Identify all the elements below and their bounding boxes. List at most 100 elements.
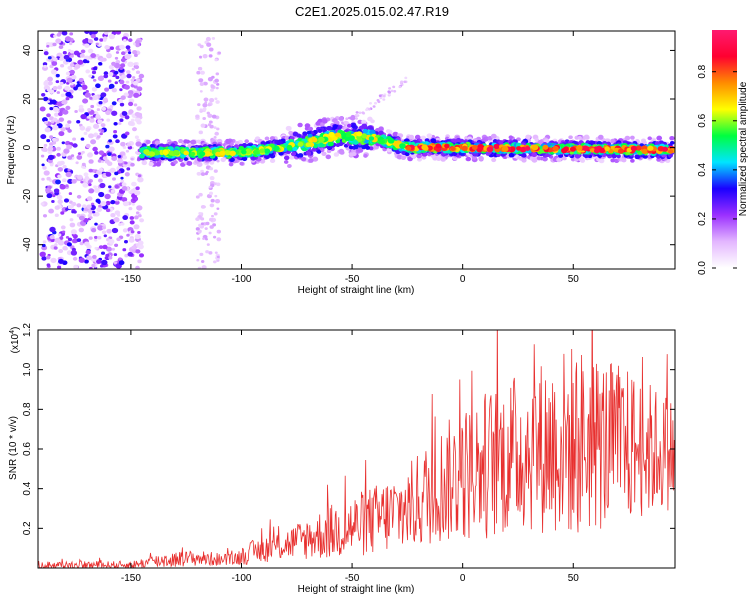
spectrogram-cell xyxy=(39,251,46,257)
spectrogram-cell xyxy=(127,251,134,257)
spectrogram-cell xyxy=(207,113,213,118)
spectrogram-cell xyxy=(200,172,206,176)
spectrogram-cell xyxy=(393,90,397,93)
spectrogram-cell xyxy=(110,189,115,193)
spectrogram-cell xyxy=(220,157,226,163)
spectrogram-cell xyxy=(98,191,105,198)
spectrogram-cell xyxy=(40,154,45,158)
spectrogram-cell xyxy=(57,233,62,237)
spectrogram-cell xyxy=(353,140,359,145)
spectrogram-cell xyxy=(137,240,144,246)
spectrogram-cell xyxy=(576,145,583,151)
spectrogram-cell xyxy=(388,87,392,90)
spectrogram-cell xyxy=(199,90,203,93)
spectrogram-cell xyxy=(111,101,117,106)
spectrogram-cell xyxy=(124,54,131,60)
spectrogram-cell xyxy=(108,185,112,189)
spectrogram-cell xyxy=(65,91,72,97)
spectrogram-cell xyxy=(76,194,82,199)
spectrogram-cell xyxy=(52,117,58,122)
spectrogram-cell xyxy=(70,54,74,58)
spectrogram-cell xyxy=(210,84,215,89)
spectrogram-cell xyxy=(83,131,88,135)
spectrogram-cell xyxy=(153,150,161,156)
spectrogram-cell xyxy=(362,128,369,134)
spectrogram-cell xyxy=(135,186,140,191)
spectrogram-cell xyxy=(97,225,104,231)
spectrogram-cell xyxy=(99,182,106,189)
spectrogram-cell xyxy=(312,129,318,135)
spectrogram-cell xyxy=(390,89,394,93)
spectrogram-cell xyxy=(60,225,66,230)
spectrogram-cell xyxy=(356,131,363,137)
spectrogram-cell xyxy=(119,118,124,122)
spectrogram-cell xyxy=(96,135,101,139)
spectrogram-cell xyxy=(92,254,97,259)
spectrogram-cell xyxy=(139,218,145,223)
spectrogram-cell xyxy=(283,155,290,161)
spectrogram-cell xyxy=(407,156,413,162)
spectrogram-cell xyxy=(656,135,663,141)
spectrogram-cell xyxy=(190,151,196,157)
spectrogram-cell xyxy=(131,202,136,206)
spectrogram-cell xyxy=(296,153,302,158)
spectrogram-cell xyxy=(77,59,84,65)
spectrogram-cell xyxy=(80,137,85,141)
spectrogram-cell xyxy=(86,196,93,202)
spectrogram-cell xyxy=(55,179,61,185)
spectrogram-cell xyxy=(83,217,89,223)
spectrogram-cell xyxy=(215,86,219,90)
spectrogram-cell xyxy=(361,111,365,114)
spectrogram-cell xyxy=(131,67,135,71)
spectrogram-cell xyxy=(65,184,69,188)
spectrogram-cell xyxy=(59,81,64,86)
spectrogram-cell xyxy=(53,34,57,38)
spectrogram-cell xyxy=(135,151,139,155)
spectrogram-cell xyxy=(162,149,169,156)
spectrogram-cell xyxy=(70,82,74,86)
spectrogram-cell xyxy=(420,135,427,141)
spectrogram-cell xyxy=(44,79,49,83)
spectrogram-cell xyxy=(357,119,363,125)
spectrogram-cell xyxy=(120,176,124,180)
spectrogram-cell xyxy=(89,118,95,123)
spectrogram-cell xyxy=(154,140,160,146)
spectrogram-cell xyxy=(355,117,358,120)
spectrogram-cell xyxy=(208,185,212,189)
x-tick-label: -100 xyxy=(231,573,251,584)
spectrogram-cell xyxy=(134,65,140,70)
spectrogram-cell xyxy=(93,123,100,129)
spectrogram-cell xyxy=(124,84,130,90)
spectrogram-cell xyxy=(48,208,54,214)
spectrogram-cell xyxy=(46,138,51,143)
spectrogram-cell xyxy=(199,44,204,49)
spectrogram-cell xyxy=(69,42,73,46)
spectrogram-cell xyxy=(641,148,648,155)
spectrogram-cell xyxy=(624,135,631,141)
spectrogram-cell xyxy=(92,146,98,152)
spectrogram-cell xyxy=(234,141,240,146)
y-tick-label: 40 xyxy=(22,44,33,56)
spectrogram-cell xyxy=(85,250,91,255)
x-tick-label: -100 xyxy=(231,274,251,285)
spectrogram-cell xyxy=(225,139,232,145)
spectrogram-cell xyxy=(197,103,201,107)
spectrogram-cell xyxy=(61,99,68,105)
spectrogram-cell xyxy=(490,133,497,139)
spectrogram-y-ticks: -40 -20 0 20 40 xyxy=(22,44,675,252)
spectrogram-cell xyxy=(62,178,67,183)
spectrogram-cell xyxy=(67,204,73,210)
spectrogram-cell xyxy=(436,157,441,162)
spectrogram-cell xyxy=(119,44,125,50)
spectrogram-cell xyxy=(137,174,142,178)
spectrogram-cell xyxy=(300,156,307,162)
spectrogram-cell xyxy=(106,228,112,234)
spectrogram-cell xyxy=(129,220,135,225)
spectrogram-cell xyxy=(79,241,84,246)
spectrogram-cell xyxy=(190,139,197,145)
spectrogram-cell xyxy=(214,58,218,62)
spectrogram-cell xyxy=(103,31,109,35)
spectrogram-cell xyxy=(134,233,141,240)
spectrogram-cell xyxy=(290,151,297,157)
spectrogram-cell xyxy=(214,251,218,254)
